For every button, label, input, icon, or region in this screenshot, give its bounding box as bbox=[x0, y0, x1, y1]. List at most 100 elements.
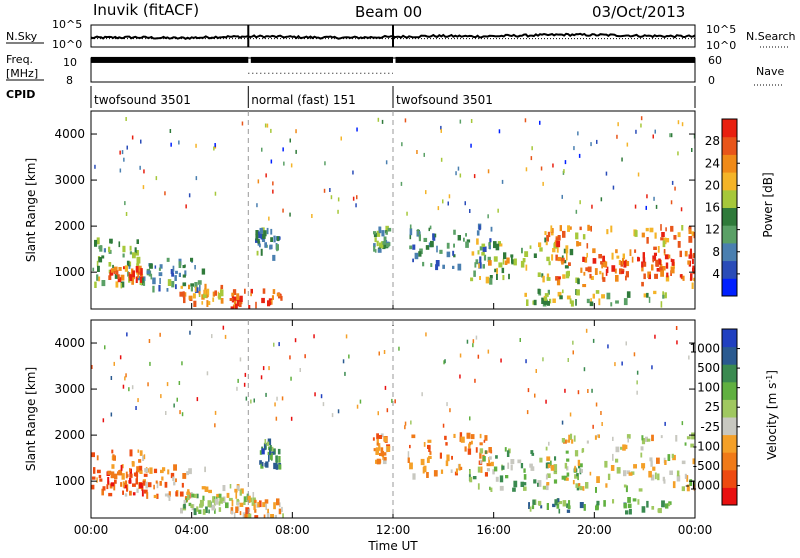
heat-cell bbox=[679, 274, 683, 278]
heat-cell bbox=[610, 465, 615, 471]
heat-cell bbox=[442, 199, 444, 204]
heat-cell bbox=[476, 238, 479, 245]
heat-cell bbox=[616, 255, 620, 259]
heat-cell bbox=[254, 508, 257, 513]
velocity-yticks: 1000 2000 3000 4000 bbox=[54, 336, 695, 488]
heat-cell bbox=[448, 194, 451, 199]
heat-cell bbox=[653, 196, 655, 201]
heat-cell bbox=[440, 157, 443, 162]
heat-cell bbox=[304, 354, 306, 359]
heat-cell bbox=[242, 512, 246, 518]
heat-cell bbox=[141, 485, 144, 491]
heat-cell bbox=[447, 201, 449, 206]
heat-cell bbox=[253, 398, 255, 403]
heat-cell bbox=[501, 465, 505, 470]
heat-cell bbox=[252, 492, 255, 499]
colorbar-swatch bbox=[722, 242, 737, 262]
heat-cell bbox=[453, 433, 456, 438]
heat-cell bbox=[96, 469, 101, 474]
heat-cell bbox=[264, 439, 267, 446]
heat-cell bbox=[482, 456, 486, 462]
heat-cell bbox=[272, 289, 276, 295]
heat-cell bbox=[453, 229, 456, 235]
heat-cell bbox=[322, 402, 325, 407]
heat-cell bbox=[673, 235, 677, 240]
heat-cell bbox=[129, 251, 132, 255]
colorbar-tick-label: 8 bbox=[712, 245, 720, 259]
heat-cell bbox=[472, 339, 475, 344]
heat-cell bbox=[268, 216, 270, 221]
heat-cell bbox=[140, 274, 144, 279]
heat-cell bbox=[601, 272, 604, 280]
heat-cell bbox=[575, 232, 579, 240]
heat-cell bbox=[641, 281, 644, 287]
heat-cell bbox=[255, 230, 259, 236]
heat-cell bbox=[94, 239, 98, 247]
heat-cell bbox=[176, 397, 178, 402]
heat-cell bbox=[183, 296, 186, 304]
heat-cell bbox=[236, 386, 238, 391]
heat-cell bbox=[651, 365, 653, 370]
heat-cell bbox=[693, 232, 695, 239]
heat-cell bbox=[197, 280, 202, 285]
heat-cell bbox=[604, 460, 608, 468]
heat-cell bbox=[473, 270, 476, 277]
heat-cell bbox=[598, 434, 600, 439]
heat-cell bbox=[576, 289, 580, 296]
heat-cell bbox=[582, 256, 585, 262]
heat-cell bbox=[637, 172, 640, 177]
heat-cell bbox=[580, 267, 583, 273]
heat-cell bbox=[122, 253, 125, 258]
heat-cell bbox=[666, 238, 670, 243]
heat-cell bbox=[277, 448, 281, 455]
heat-cell bbox=[483, 254, 487, 261]
heat-cell bbox=[263, 230, 267, 237]
heat-cell bbox=[330, 195, 333, 200]
heat-cell bbox=[490, 226, 493, 232]
heat-cell bbox=[691, 231, 694, 237]
heat-cell bbox=[681, 122, 684, 127]
heat-cell bbox=[577, 242, 582, 246]
heat-cell bbox=[383, 350, 386, 354]
heat-cell bbox=[566, 253, 568, 261]
heat-cell bbox=[606, 229, 609, 235]
heat-cell bbox=[156, 481, 159, 489]
heat-cell bbox=[273, 235, 276, 243]
heat-cell bbox=[513, 258, 517, 266]
heat-cell bbox=[663, 479, 666, 484]
heat-cell bbox=[275, 455, 278, 463]
heat-cell bbox=[579, 485, 582, 489]
heat-cell bbox=[193, 508, 197, 516]
heat-cell bbox=[661, 232, 665, 237]
heat-cell bbox=[129, 274, 133, 281]
heat-cell bbox=[614, 268, 617, 274]
heat-cell bbox=[218, 501, 221, 506]
heat-cell bbox=[652, 259, 655, 263]
heat-cell bbox=[631, 256, 634, 263]
heat-cell bbox=[546, 273, 550, 279]
heat-cell bbox=[149, 467, 153, 474]
heat-cell bbox=[167, 279, 172, 286]
heat-cell bbox=[598, 254, 602, 259]
colorbar-tick-label: 16 bbox=[705, 201, 720, 215]
heat-cell bbox=[271, 295, 274, 300]
heat-cell bbox=[182, 274, 186, 278]
heat-cell bbox=[179, 291, 183, 297]
heat-cell bbox=[589, 273, 592, 279]
heat-cell bbox=[96, 260, 99, 267]
heat-cell bbox=[624, 444, 628, 450]
heat-cell bbox=[376, 240, 379, 247]
heat-cell bbox=[498, 129, 501, 134]
heat-cell bbox=[652, 134, 654, 139]
heat-cell bbox=[643, 261, 647, 267]
heat-cell bbox=[248, 508, 251, 512]
heat-cell bbox=[132, 252, 136, 259]
heat-cell bbox=[479, 433, 482, 439]
heat-cell bbox=[384, 238, 387, 245]
heat-cell bbox=[640, 446, 644, 451]
heat-cell bbox=[337, 409, 340, 414]
heat-cell bbox=[382, 243, 386, 250]
heat-cell bbox=[656, 457, 660, 464]
heat-cell bbox=[119, 355, 122, 360]
heat-cell bbox=[550, 465, 555, 471]
